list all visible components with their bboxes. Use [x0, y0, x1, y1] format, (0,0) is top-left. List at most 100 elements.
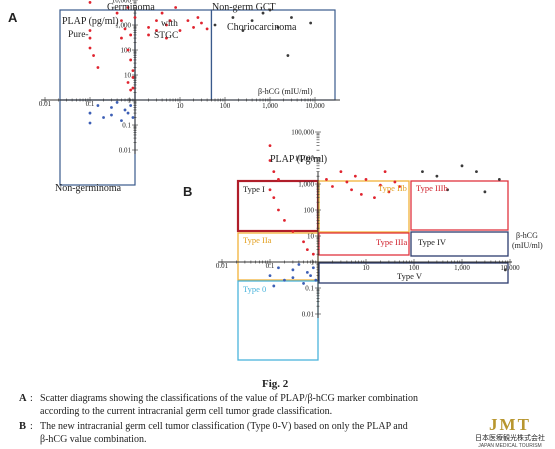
non-germinoma-label: Non-germinoma: [55, 183, 122, 194]
panel-b-chart: B 0.01 0.1 10 100 1,000 10,000 0.01 0.1 1 10 100 1,…: [183, 129, 543, 361]
panel-b-data-point: [460, 164, 464, 168]
type-v-label: Type V: [397, 271, 423, 281]
type-0-label: Type 0: [243, 284, 266, 294]
panel-a-data-point: [131, 69, 135, 72]
panel-b-data-point: [497, 178, 501, 181]
panel-a-data-point: [147, 26, 150, 29]
caption-a-key: A: [19, 393, 27, 404]
caption-b-key: B: [19, 421, 26, 432]
jmt-logo: JMT 日本医療観光株式会社 JAPAN MEDICAL TOURISM: [468, 412, 552, 449]
panel-a-data-point: [286, 54, 290, 57]
panel-a-x-tick-label: 1,000: [262, 102, 278, 110]
panel-a-data-point: [96, 104, 100, 107]
panel-b-data-point: [435, 174, 439, 178]
panel-a-data-point: [129, 58, 133, 62]
panel-a-data-point: [115, 101, 119, 104]
panel-b-x-tick-label: 0.1: [266, 262, 275, 270]
panel-a-data-point: [120, 19, 123, 22]
panel-a-data-point: [110, 113, 113, 117]
panel-a-data-point: [115, 11, 119, 15]
panel-b-data-point: [475, 170, 478, 173]
panel-b-data-point: [483, 190, 487, 194]
panel-b-region-frame: [318, 180, 410, 233]
panel-b-data-point: [302, 282, 305, 285]
panel-b-data-point: [379, 183, 382, 187]
logo-letters: JMT: [489, 415, 531, 434]
panel-b-region-frame: [410, 180, 509, 231]
germinoma-header: Germinoma: [107, 2, 155, 13]
panel-a-xlabel: β-hCG (mIU/ml): [258, 87, 313, 96]
panel-b-data-point: [283, 278, 286, 282]
panel-a-data-point: [129, 33, 133, 37]
panel-a-data-point: [205, 27, 209, 31]
panel-b-data-point: [268, 144, 272, 147]
panel-a-y-tick-label: 10,000: [112, 0, 132, 5]
panel-b-data-point: [283, 218, 286, 222]
panel-b-data-point: [272, 284, 276, 288]
panel-b-data-point: [446, 188, 449, 192]
type-i-label: Type I: [243, 184, 265, 194]
panel-a-data-point: [88, 111, 92, 115]
panel-b-data-point: [272, 196, 276, 199]
panel-b-x-tick-label: 100: [409, 264, 420, 272]
panel-a-data-point: [123, 108, 127, 112]
panel-b-x-tick-label: 0.01: [216, 262, 229, 270]
panel-a-data-point: [92, 54, 95, 57]
type-iv-label: Type IV: [418, 237, 447, 247]
panel-a-data-point: [250, 19, 254, 22]
panel-a-data-point: [131, 116, 135, 119]
panel-b-data-point: [373, 196, 376, 199]
panel-b-data-point: [325, 178, 328, 181]
panel-b-data-point: [297, 263, 301, 266]
panel-b-region-frame: [237, 280, 319, 361]
panel-a-data-point: [131, 86, 135, 90]
panel-b-data-point: [353, 174, 357, 178]
panel-b-data-point: [302, 240, 305, 244]
panel-a-data-point: [290, 16, 293, 19]
panel-b-data-point: [305, 248, 309, 251]
panel-b-y-tick-label: 10: [307, 233, 315, 241]
panel-b-data-point: [291, 268, 295, 272]
panel-b-region-frame: [318, 262, 509, 284]
panel-b-data-point: [305, 270, 309, 274]
nongerm-gct-header: Non-germ GCT: [212, 2, 276, 13]
panel-a-data-point: [126, 6, 130, 9]
panel-a-data-point: [174, 6, 178, 9]
panel-b-y-tick-label: 1,000: [298, 181, 314, 189]
panel-b-y-tick-label: 100: [304, 207, 315, 215]
panel-a-data-point: [213, 23, 217, 27]
with-label: with: [161, 19, 178, 29]
panel-b-data-point: [383, 170, 387, 173]
pure-label: Pure-: [68, 30, 89, 40]
panel-a-data-point: [129, 88, 133, 92]
figure-title: Fig. 2: [262, 378, 289, 390]
caption-a-colon: :: [30, 393, 33, 404]
panel-a-x-tick-label: 0.01: [39, 100, 52, 108]
panel-a-x-tick-label: 10,000: [305, 102, 325, 110]
panel-a-data-point: [268, 8, 272, 12]
panel-b-ylabel: PLAP (Pg/ml): [270, 154, 327, 165]
panel-a-data-point: [160, 11, 164, 15]
panel-a-data-point: [102, 116, 105, 119]
panel-b-data-point: [359, 192, 363, 196]
panel-b-data-point: [277, 178, 280, 181]
panel-b-x-tick-label: 1,000: [454, 264, 470, 272]
panel-a-data-point: [126, 111, 130, 115]
panel-a-data-point: [155, 29, 158, 32]
panel-b-x-tick-label: 10,000: [500, 264, 520, 272]
panel-b-y-tick-label: 0.01: [302, 311, 315, 319]
panel-a-data-point: [165, 23, 168, 27]
panel-a-data-point: [126, 48, 130, 52]
panel-b-data-point: [268, 159, 272, 162]
caption-b-line2: β-hCG value combination.: [40, 434, 146, 445]
panel-b-data-point: [503, 268, 507, 272]
panel-a-y-tick-label: 0.01: [119, 147, 132, 155]
panel-b-data-point: [311, 266, 315, 270]
panel-a-data-point: [192, 26, 195, 29]
type-iiia-label: Type IIIa: [376, 237, 407, 247]
caption-a-line2: according to the current intracranial ge…: [40, 406, 332, 417]
panel-a-region-frame: [59, 99, 136, 186]
panel-a-chart: A 0.01 0.1 10 100 1,000 10,000 0.01 0.1 1 10 100 1,…: [8, 0, 340, 194]
panel-b-data-point: [268, 188, 272, 192]
